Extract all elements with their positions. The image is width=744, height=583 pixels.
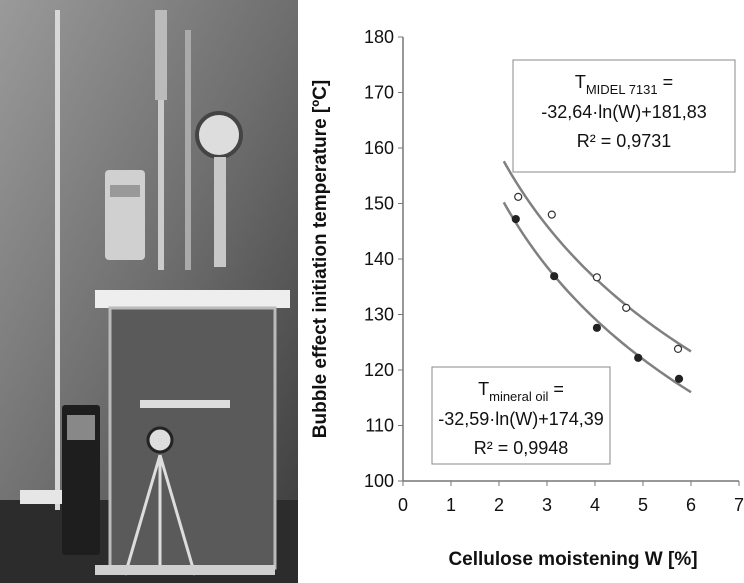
x-tick-label: 5 bbox=[638, 495, 648, 515]
x-tick-label: 7 bbox=[734, 495, 744, 515]
data-point bbox=[592, 273, 602, 282]
annotation-symbol: T bbox=[575, 72, 586, 92]
annotation-title: TMIDEL 7131 = bbox=[575, 72, 673, 97]
data-point bbox=[547, 210, 556, 219]
y-axis-title: Bubble effect initiation temperature [ºC… bbox=[310, 80, 331, 438]
y-tick-label: 170 bbox=[364, 83, 394, 103]
data-point bbox=[622, 303, 631, 312]
apparatus-photo bbox=[0, 0, 298, 583]
data-point bbox=[514, 192, 523, 201]
annotation-equals: = bbox=[658, 72, 674, 92]
x-axis-title: Cellulose moistening W [%] bbox=[448, 549, 697, 570]
y-tick-label: 150 bbox=[364, 194, 394, 214]
y-tick-label: 180 bbox=[364, 27, 394, 47]
x-tick-label: 0 bbox=[398, 495, 408, 515]
annotation-equation: -32,64·ln(W)+181,83 bbox=[541, 102, 707, 122]
annotation-subscript: MIDEL 7131 bbox=[586, 82, 658, 97]
y-tick-label: 140 bbox=[364, 249, 394, 269]
x-tick-label: 1 bbox=[446, 495, 456, 515]
x-tick-label: 2 bbox=[494, 495, 504, 515]
annotation-box bbox=[512, 59, 736, 173]
y-tick-label: 110 bbox=[365, 416, 394, 436]
data-point bbox=[673, 344, 683, 354]
annotation-equation: -32,59·ln(W)+174,39 bbox=[438, 409, 604, 429]
data-point bbox=[674, 374, 684, 383]
data-point bbox=[634, 353, 643, 362]
y-tick-label: 160 bbox=[364, 138, 394, 158]
annotation-title: Tmineral oil = bbox=[478, 379, 564, 404]
y-tick-label: 100 bbox=[364, 471, 394, 491]
annotation-r2: R² = 0,9948 bbox=[474, 438, 569, 458]
trendline bbox=[502, 201, 692, 394]
x-tick-label: 4 bbox=[590, 495, 600, 515]
annotation-box bbox=[431, 366, 611, 465]
annotation-subscript: mineral oil bbox=[489, 389, 548, 404]
annotation-symbol: T bbox=[478, 379, 489, 399]
x-tick-label: 3 bbox=[542, 495, 552, 515]
trendline bbox=[502, 160, 692, 353]
data-point bbox=[550, 272, 559, 281]
annotation-r2: R² = 0,9731 bbox=[577, 131, 672, 151]
y-tick-label: 120 bbox=[364, 360, 394, 380]
data-point bbox=[511, 214, 520, 224]
data-point bbox=[592, 323, 602, 332]
x-tick-label: 6 bbox=[686, 495, 696, 515]
annotation-equals: = bbox=[548, 379, 564, 399]
y-tick-label: 130 bbox=[364, 305, 394, 325]
